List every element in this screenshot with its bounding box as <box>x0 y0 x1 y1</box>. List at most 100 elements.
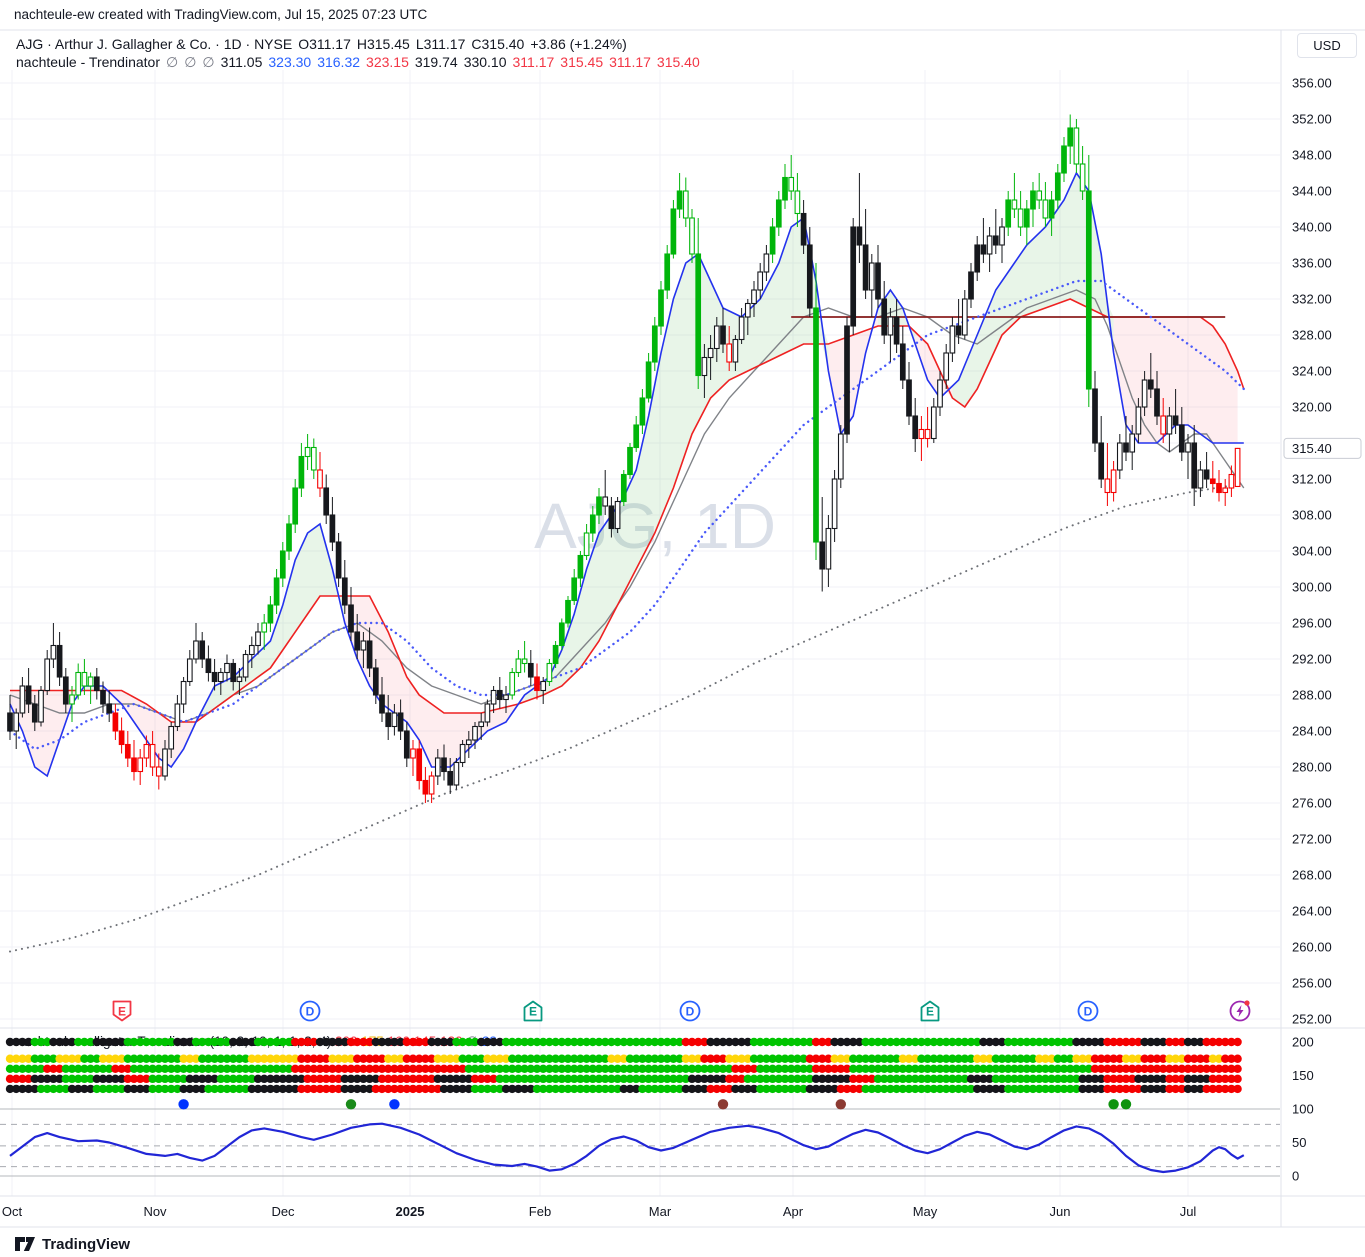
candle <box>1098 416 1105 488</box>
candle <box>490 686 497 713</box>
tradingview-logo-link[interactable]: TradingView <box>14 1235 130 1253</box>
candle <box>323 474 330 524</box>
legend-token: ∅ <box>184 54 197 70</box>
candle <box>193 623 199 664</box>
symbol-title[interactable]: AJG · Arthur J. Gallagher & Co. · 1D · N… <box>16 36 293 52</box>
event-badge-dividend[interactable]: D <box>679 1000 701 1022</box>
candle <box>441 744 447 781</box>
signal-dot <box>1120 1099 1132 1110</box>
candle <box>81 659 88 695</box>
candle <box>515 650 522 677</box>
candle <box>664 245 671 299</box>
price-tick-label: 264.00 <box>1292 904 1332 919</box>
candle <box>577 551 584 587</box>
candle <box>329 497 336 551</box>
candle <box>589 506 596 542</box>
price-tick-label: 312.00 <box>1292 472 1332 487</box>
candle <box>844 317 850 443</box>
candle <box>459 740 466 767</box>
candle <box>571 569 578 605</box>
candle <box>31 695 38 731</box>
candle <box>286 515 292 560</box>
candle <box>354 614 361 659</box>
time-tick-label: Apr <box>783 1204 804 1219</box>
event-badge-dividend[interactable]: D <box>299 1000 321 1022</box>
candle <box>403 722 410 767</box>
candle <box>726 326 733 371</box>
event-badge-flash-event[interactable] <box>1229 1000 1251 1022</box>
price-tick-label: 292.00 <box>1292 652 1332 667</box>
candle <box>1036 173 1043 209</box>
last-price-badge: 315.40 <box>1283 437 1362 459</box>
candle <box>236 668 243 695</box>
candle <box>385 695 392 740</box>
dot-row-130 <box>5 1084 1242 1094</box>
candle <box>751 281 757 317</box>
time-tick-label: Feb <box>529 1204 551 1219</box>
candle <box>93 668 100 700</box>
candle <box>1154 371 1160 425</box>
time-axis[interactable]: Oct Nov Dec 2025 Feb Mar Apr May Jun Jul <box>2 1204 1197 1219</box>
candle <box>131 740 137 781</box>
candle <box>75 663 82 700</box>
event-badge-earnings[interactable]: E <box>920 1000 940 1022</box>
candle <box>992 209 999 254</box>
event-badge-dividend[interactable]: D <box>1077 1000 1099 1022</box>
price-tick-label: 276.00 <box>1292 796 1332 811</box>
candle <box>1042 182 1049 227</box>
candle <box>1178 407 1185 461</box>
candle <box>596 488 602 524</box>
candle <box>1079 146 1086 200</box>
candle <box>868 254 875 317</box>
candle <box>651 317 658 371</box>
candle <box>974 236 981 281</box>
candle <box>69 686 75 722</box>
candle <box>813 263 819 560</box>
indicator-legend[interactable]: nachteule - Trendinator ∅ ∅ ∅ 311.05 323.30 31… <box>16 54 712 71</box>
trendinator-pane[interactable]: nachteule - alligator Trendinator (10, 2… <box>0 1027 1365 1197</box>
candle <box>999 218 1005 263</box>
price-tick-label: 352.00 <box>1292 112 1332 127</box>
svg-text:D: D <box>686 1005 695 1019</box>
candle <box>775 191 782 236</box>
candle <box>676 173 683 218</box>
price-tick-label: 300.00 <box>1292 580 1332 595</box>
legend-token: ∅ <box>202 54 215 70</box>
candle <box>794 173 801 227</box>
candle <box>614 497 621 533</box>
candle <box>924 407 931 448</box>
currency-button[interactable]: USD <box>1297 33 1357 58</box>
candle <box>1030 182 1036 227</box>
candle <box>1048 191 1055 236</box>
time-tick-label: Jul <box>1180 1204 1197 1219</box>
candle <box>100 681 106 713</box>
candle <box>558 618 565 650</box>
price-tick-label: 284.00 <box>1292 724 1332 739</box>
candle <box>143 735 150 767</box>
tradingview-logo-icon <box>15 1237 35 1251</box>
candle <box>428 771 435 803</box>
indicator-title[interactable]: nachteule - Trendinator <box>16 54 160 70</box>
legend-token: H315.45 <box>356 36 410 52</box>
price-tick-label: 272.00 <box>1292 832 1332 847</box>
legend-token: 319.74 <box>414 54 458 70</box>
candle <box>261 614 268 650</box>
candle <box>608 497 615 538</box>
time-tick-label: Oct <box>2 1204 23 1219</box>
candle <box>937 371 943 416</box>
gray-trend-line <box>9 289 1245 723</box>
signal-dot <box>345 1099 357 1110</box>
event-badge-earnings-past[interactable]: E <box>112 1000 132 1022</box>
price-axis[interactable]: 252.00 256.00 260.00 264.00 268.00 272.00 276.… <box>0 29 1365 1228</box>
signal-dot <box>1108 1099 1119 1110</box>
symbol-legend[interactable]: AJG · Arthur J. Gallagher & Co. · 1D · N… <box>16 36 639 52</box>
event-badge-earnings[interactable]: E <box>523 1000 543 1022</box>
legend-token: L311.17 <box>415 36 466 52</box>
candle <box>50 623 57 668</box>
candle <box>1005 191 1012 236</box>
pane-tick-label: 200 <box>1292 1035 1314 1050</box>
candle <box>372 659 379 704</box>
candle <box>1092 371 1098 452</box>
candle <box>472 722 478 749</box>
